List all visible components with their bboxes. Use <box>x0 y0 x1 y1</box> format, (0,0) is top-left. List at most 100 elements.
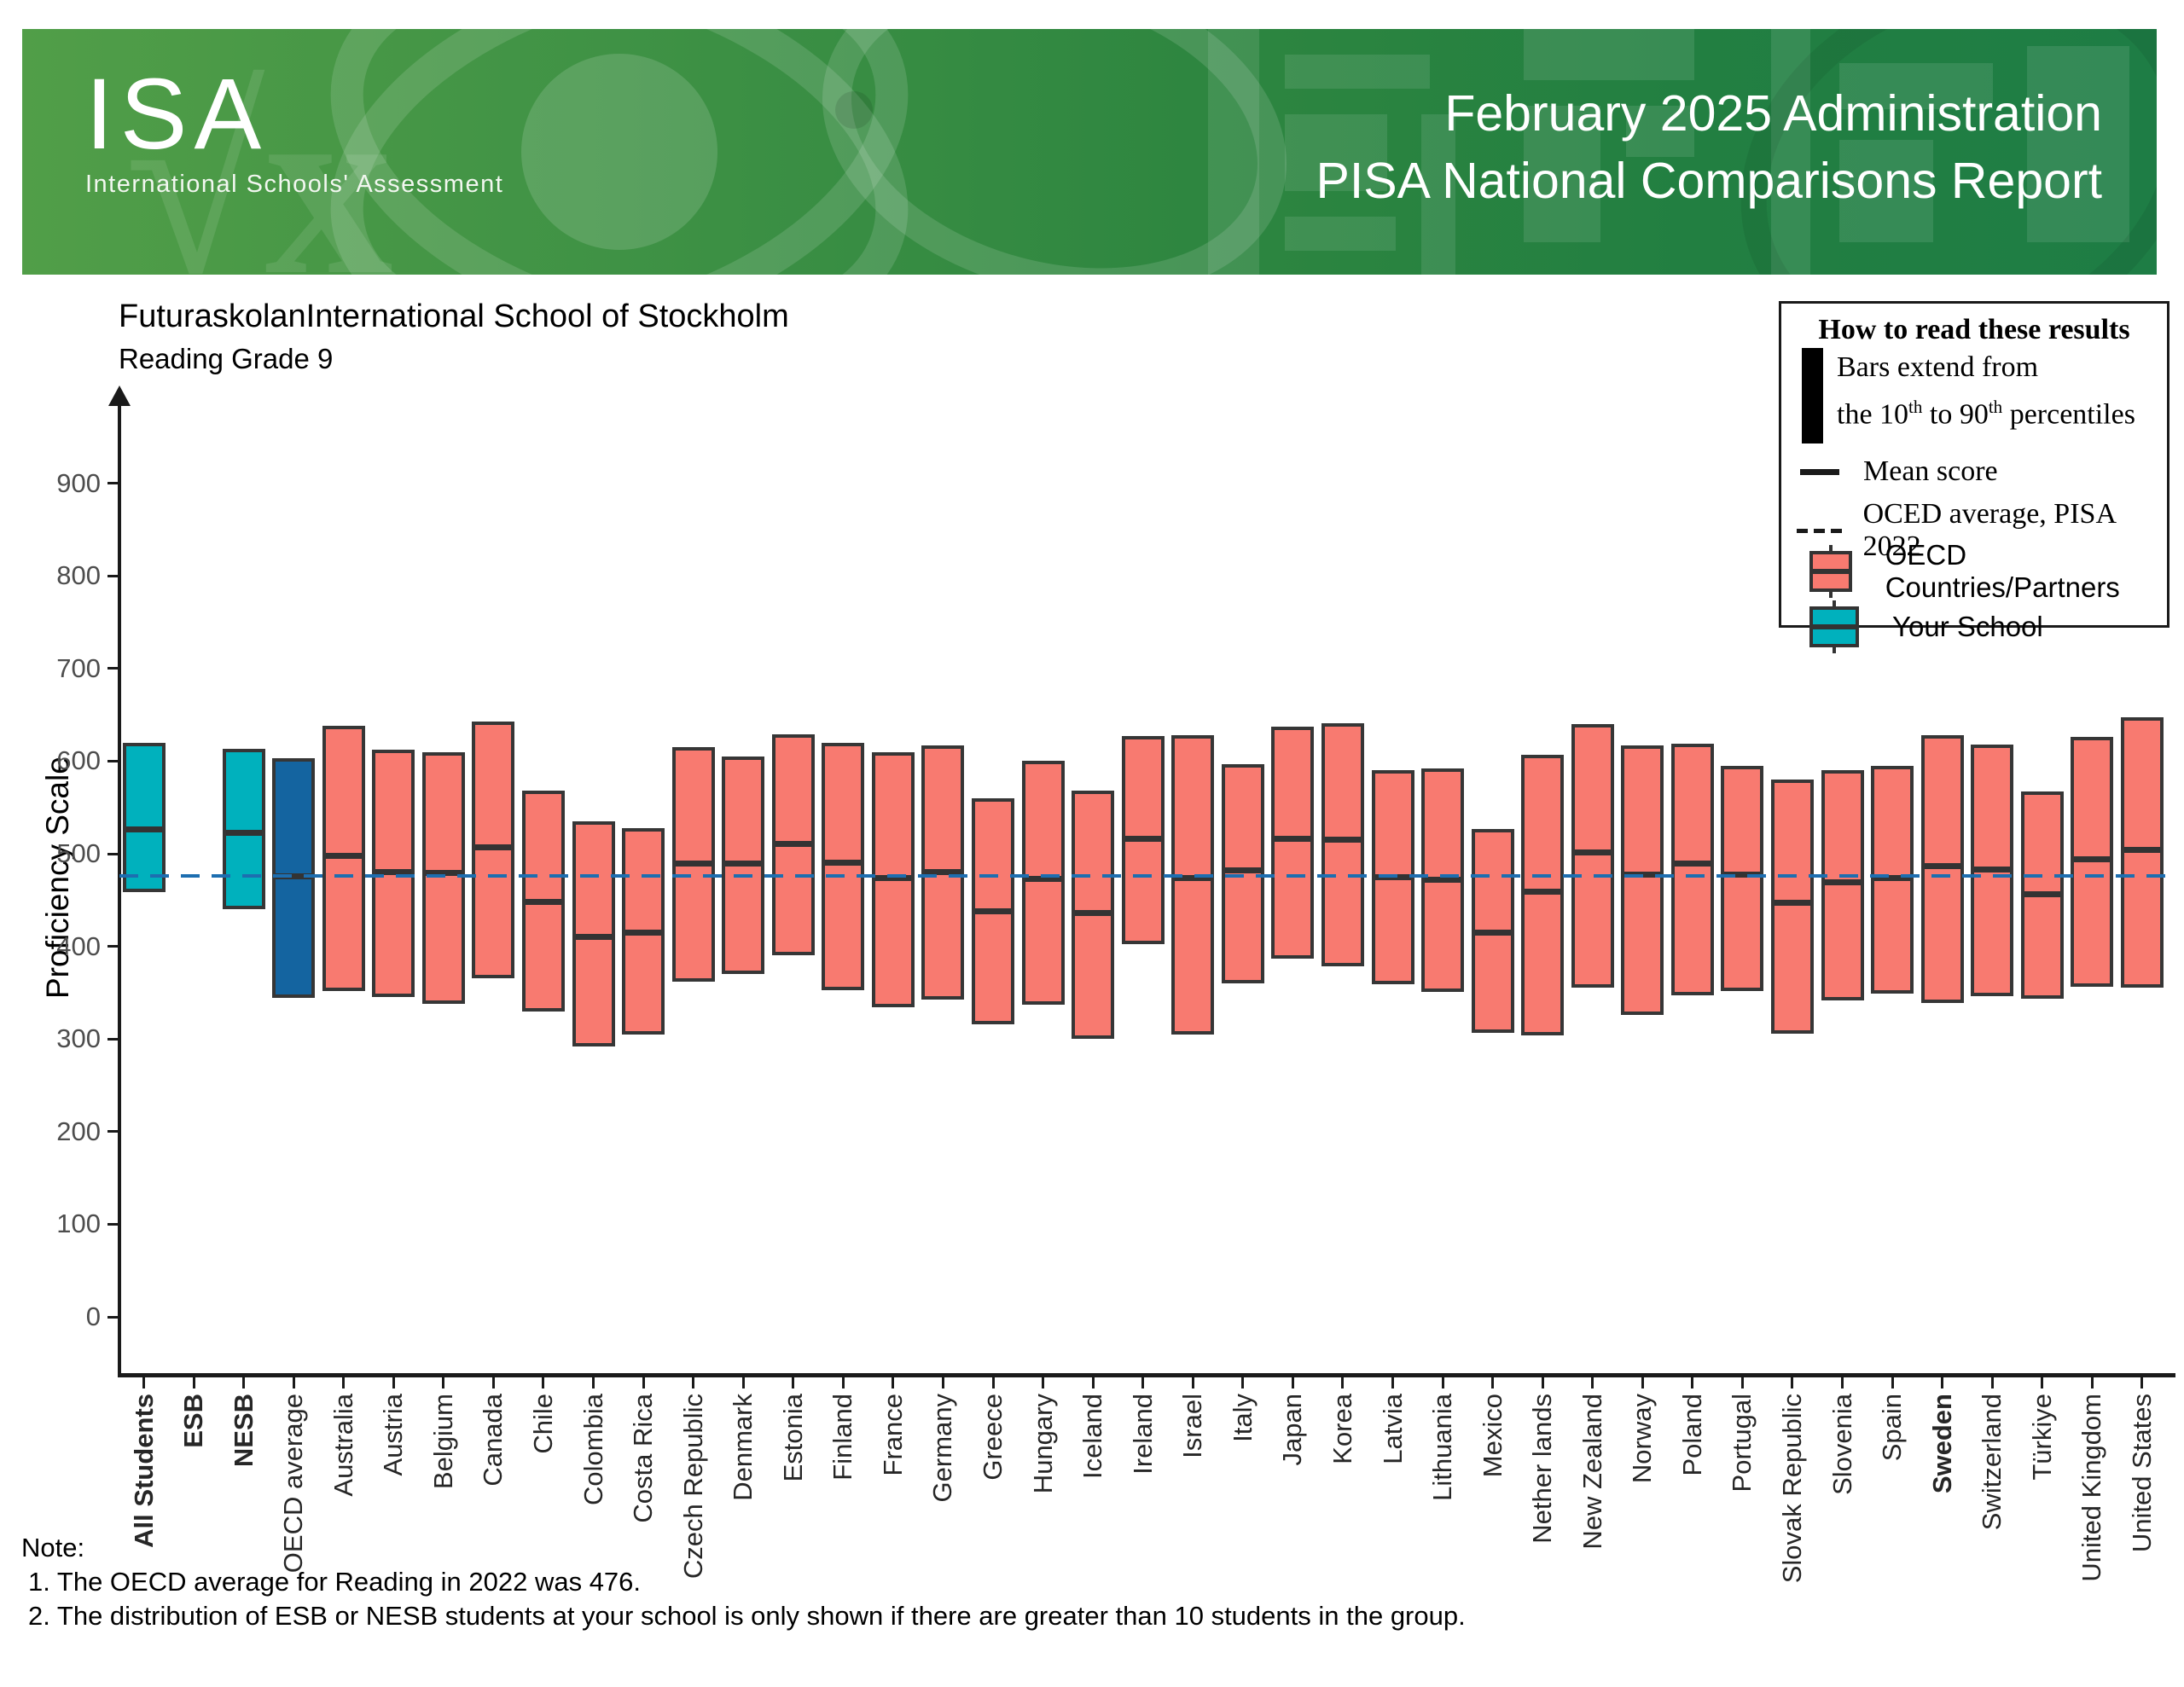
x-tick <box>1740 1377 1744 1388</box>
isa-logo: ISA International Schools' Assessment <box>85 63 503 199</box>
x-category-label: Finland <box>828 1394 858 1481</box>
x-category-label: Colombia <box>578 1394 608 1505</box>
x-category-label: Mexico <box>1477 1394 1507 1478</box>
percentile-bar <box>921 745 965 1000</box>
y-tick-900 <box>107 482 119 485</box>
percentile-bar <box>671 747 715 982</box>
your-school-box-icon <box>1807 600 1862 653</box>
y-tick-label-0: 0 <box>85 1301 101 1331</box>
legend-item-oecd-countries: OECD Countries/Partners <box>1807 539 2167 604</box>
mean-score-line <box>725 861 762 867</box>
x-category-label: New Zealand <box>1577 1394 1607 1550</box>
x-tick <box>1841 1377 1844 1388</box>
x-tick <box>991 1377 995 1388</box>
mean-score-line <box>575 934 612 941</box>
percentile-bar <box>1621 745 1664 1015</box>
x-tick <box>1141 1377 1145 1388</box>
note-item-2: 2. The distribution of ESB or NESB stude… <box>28 1601 1466 1631</box>
mean-score-line <box>675 861 712 867</box>
subject-title: Reading Grade 9 <box>119 343 334 374</box>
x-tick <box>1091 1377 1095 1388</box>
x-category-label: Lithuania <box>1427 1394 1458 1501</box>
x-tick <box>792 1377 795 1388</box>
mean-score-line <box>625 929 662 936</box>
x-category-label: United Kingdom <box>2077 1394 2107 1582</box>
x-tick <box>442 1377 445 1388</box>
x-tick <box>1491 1377 1495 1388</box>
y-tick-200 <box>107 1130 119 1133</box>
x-tick <box>892 1377 895 1388</box>
x-tick <box>1641 1377 1644 1388</box>
percentile-bar <box>322 726 365 991</box>
mean-score-line <box>1974 866 2011 872</box>
x-tick <box>1441 1377 1444 1388</box>
x-category-label: Japan <box>1277 1394 1308 1466</box>
mean-score-line <box>2074 856 2111 862</box>
x-category-label: Iceland <box>1077 1394 1108 1479</box>
x-category-label: Hungary <box>1027 1394 1058 1494</box>
x-tick <box>491 1377 495 1388</box>
percentile-bar <box>1721 765 1764 991</box>
y-tick-label-200: 200 <box>56 1116 101 1146</box>
mean-score-line <box>1224 867 1261 874</box>
mean-score-line <box>1275 836 1311 843</box>
percentile-bar <box>421 751 465 1004</box>
mean-score-line <box>325 852 362 859</box>
percentile-bar <box>1971 744 2014 997</box>
svg-text:√x: √x <box>125 44 393 275</box>
percentile-bar <box>1121 736 1165 945</box>
legend-oecd-countries-label: OECD Countries/Partners <box>1885 539 2120 603</box>
x-tick <box>692 1377 695 1388</box>
percentile-bar <box>1871 765 1914 994</box>
mean-score-line <box>1924 862 1960 869</box>
x-category-label: Canada <box>478 1394 508 1487</box>
x-category-label: Belgium <box>427 1394 458 1489</box>
y-tick-label-800: 800 <box>56 560 101 591</box>
x-category-label: NESB <box>228 1394 258 1468</box>
x-category-label: United States <box>2126 1394 2157 1553</box>
mean-score-line <box>475 844 512 850</box>
percentile-bar <box>1670 743 1714 996</box>
mean-score-line <box>125 826 162 833</box>
x-tick <box>1591 1377 1594 1388</box>
note-item-1: 1. The OECD average for Reading in 2022 … <box>28 1567 642 1597</box>
x-category-label: Denmark <box>728 1394 758 1501</box>
banner-title-line2: PISA National Comparisons Report <box>1316 153 2102 209</box>
x-tick <box>1691 1377 1694 1388</box>
oecd-average-reference-line <box>119 874 2177 878</box>
x-tick <box>292 1377 295 1388</box>
legend-percentile-text: Bars extend from the 10th to 90th percen… <box>1837 351 2135 431</box>
y-tick-label-900: 900 <box>56 467 101 498</box>
oecd-countries-box-icon <box>1807 545 1855 598</box>
mean-score-line <box>925 869 961 876</box>
x-category-label: Poland <box>1676 1394 1707 1476</box>
y-tick-label-500: 500 <box>56 838 101 868</box>
y-tick-400 <box>107 945 119 948</box>
mean-score-line <box>1025 875 1061 882</box>
banner-title: February 2025 Administration PISA Nation… <box>1316 80 2102 215</box>
mean-score-line <box>225 829 262 836</box>
x-tick <box>741 1377 745 1388</box>
percentile-bar <box>122 742 166 892</box>
footnotes: Note: 1. The OECD average for Reading in… <box>21 1531 1466 1633</box>
x-tick <box>1391 1377 1394 1388</box>
mean-score-line <box>1474 929 1511 936</box>
mean-score-line <box>1574 849 1611 856</box>
legend-item-percentile-bar: Bars extend from the 10th to 90th percen… <box>1802 348 2135 443</box>
percentile-bar <box>521 791 565 1012</box>
percentile-bar <box>2020 791 2064 1000</box>
legend-oecd-average-label: OCED average, PISA 2022 <box>1862 498 2116 562</box>
mean-score-line <box>1175 874 1211 881</box>
percentile-bar <box>1770 780 1814 1034</box>
banner-decoration: √x <box>125 29 2157 275</box>
x-tick <box>2140 1377 2144 1388</box>
mean-score-line <box>375 869 412 876</box>
school-title: FuturaskolanInternational School of Stoc… <box>119 299 789 334</box>
mean-score-line <box>1674 861 1711 867</box>
percentile-bar <box>572 820 615 1046</box>
x-axis-line <box>118 1373 2175 1377</box>
percentile-bar <box>771 733 815 956</box>
legend-item-mean: Mean score <box>1800 455 1998 488</box>
x-tick <box>1042 1377 1045 1388</box>
percentile-bar-icon <box>1802 348 1823 443</box>
